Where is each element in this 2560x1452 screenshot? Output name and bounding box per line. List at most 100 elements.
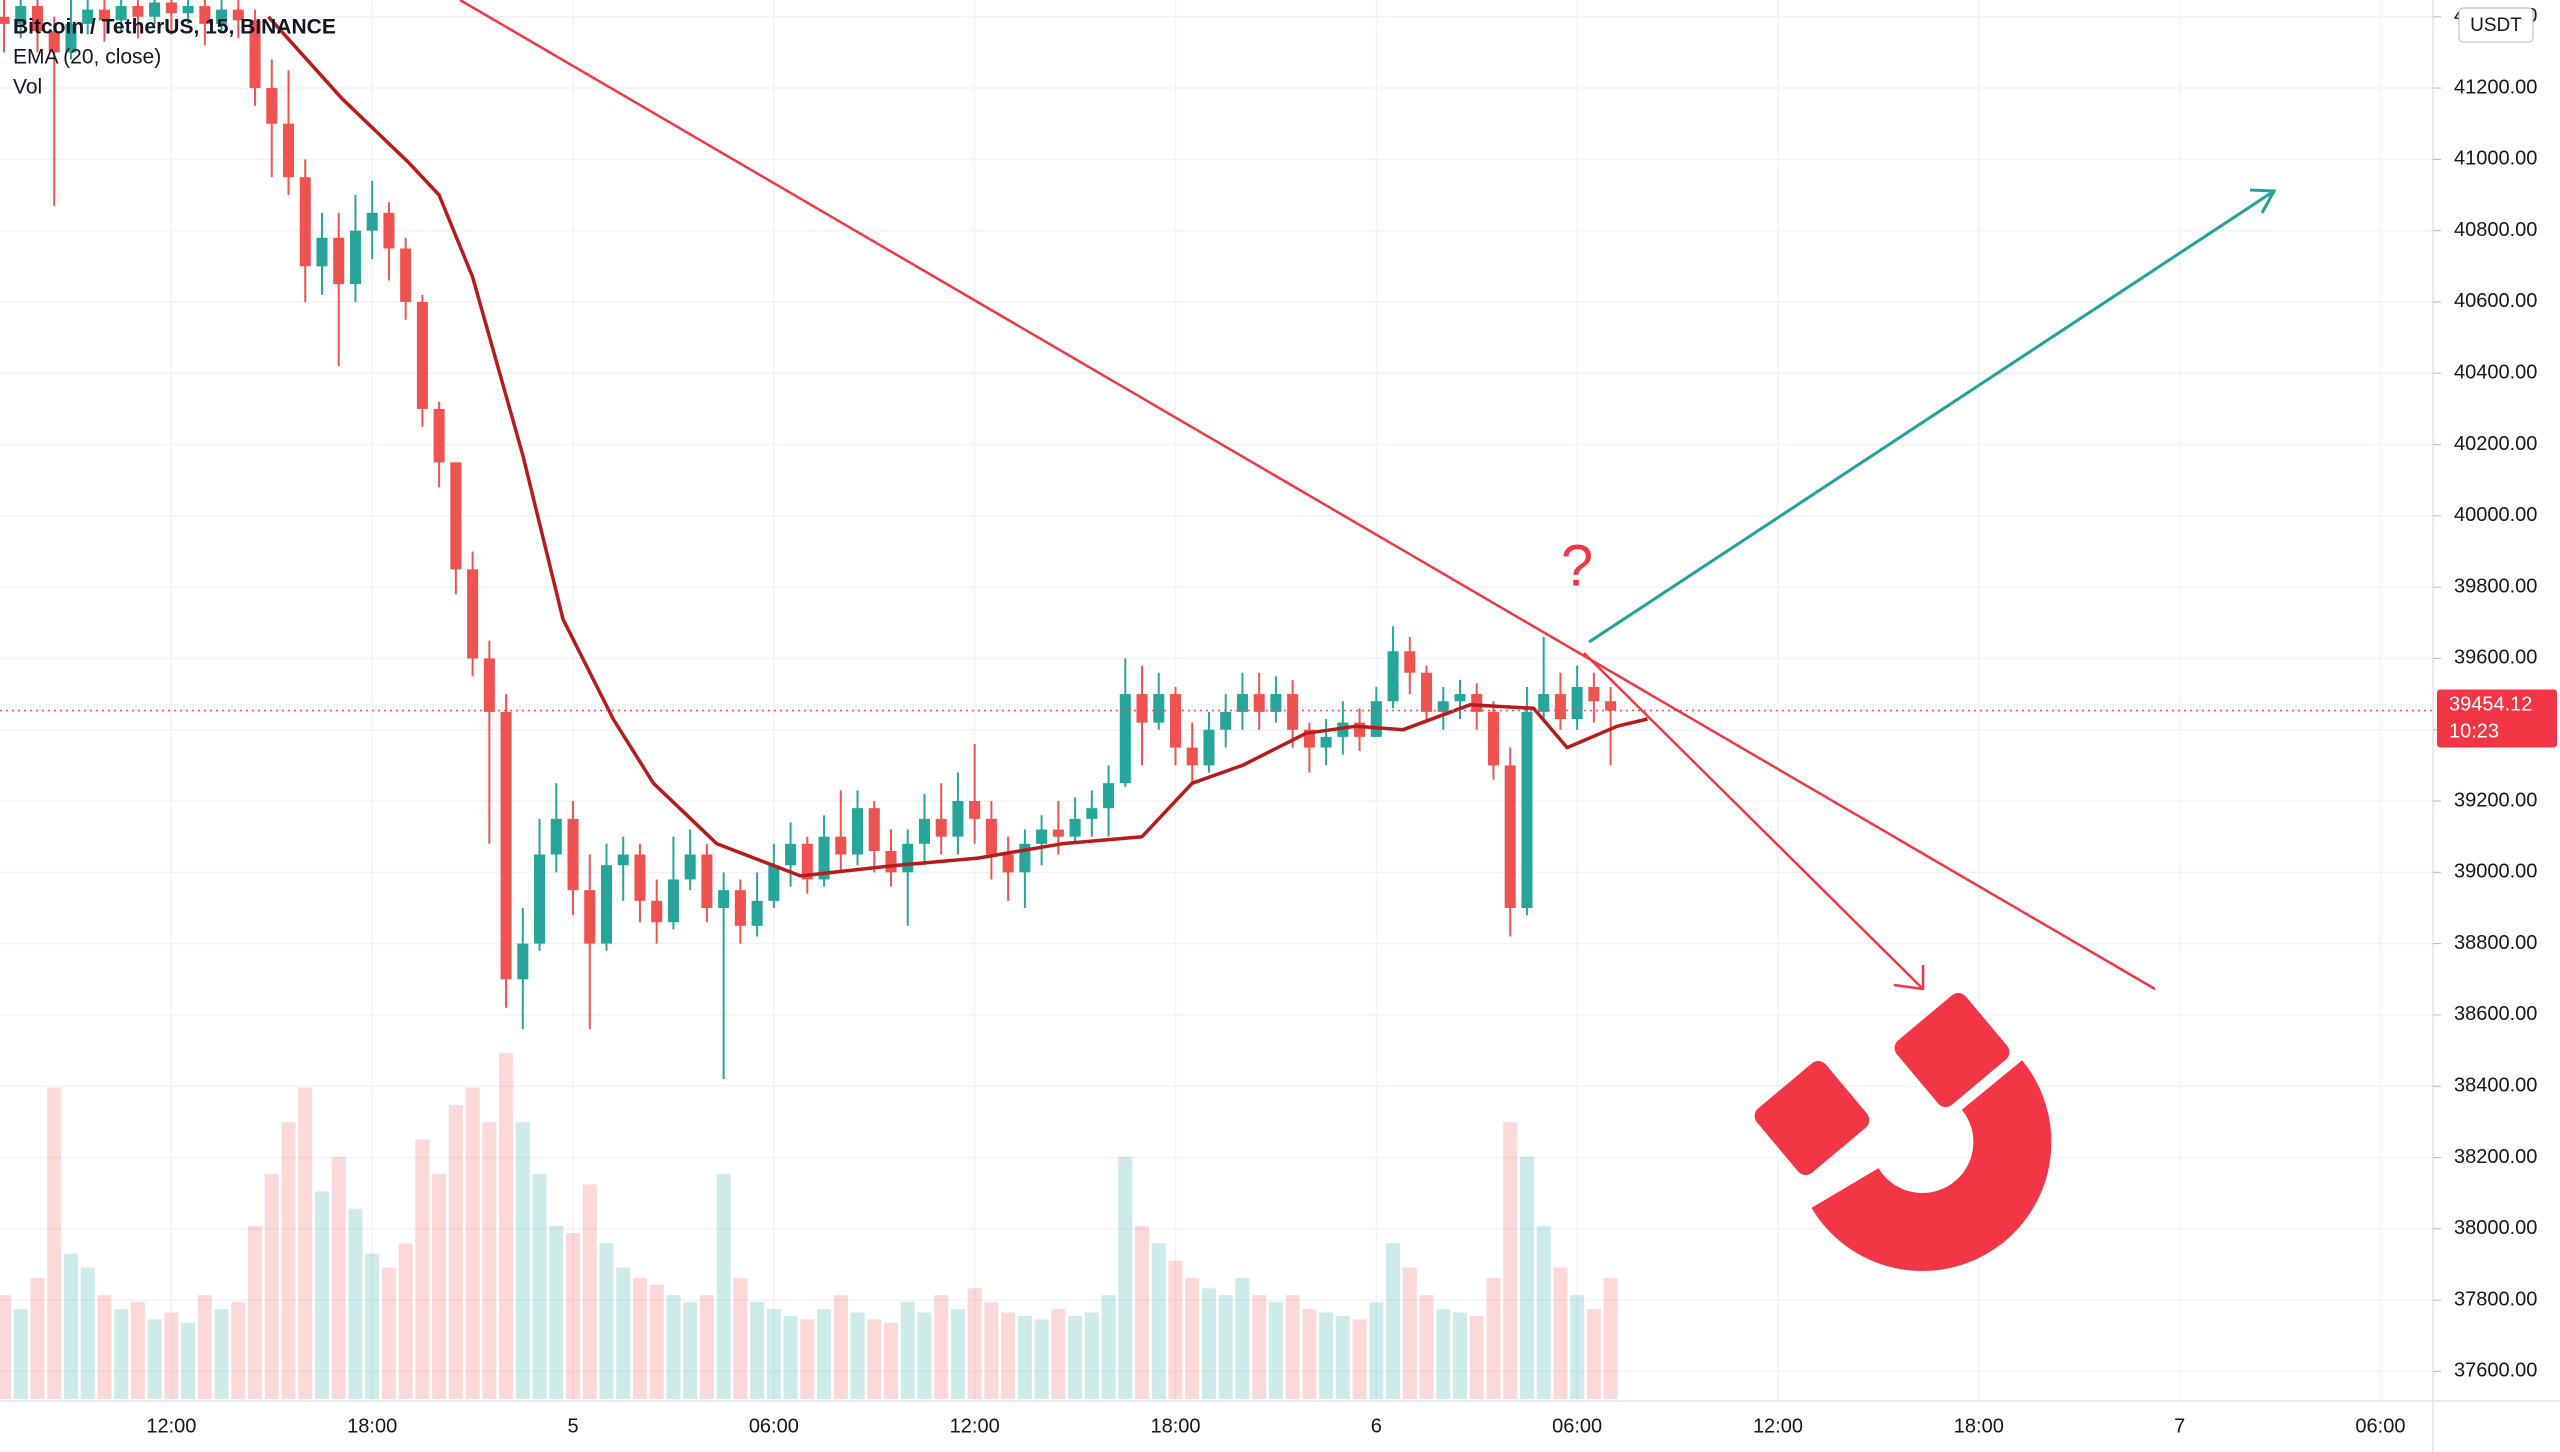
volume-bar	[867, 1319, 882, 1399]
volume-bar	[1419, 1295, 1434, 1399]
up-arrow-head	[2249, 188, 2277, 214]
y-tick-label: 38200.00	[2454, 1146, 2537, 1168]
volume-bar	[1452, 1312, 1468, 1399]
candle-body	[416, 301, 428, 409]
volume-bar	[13, 1309, 28, 1399]
candle-body	[1571, 686, 1583, 720]
x-tick-label: 06:00	[749, 1415, 799, 1437]
candle-body	[98, 9, 110, 21]
last-price-box	[2437, 689, 2557, 748]
y-tick-label: 41200.00	[2454, 76, 2537, 98]
y-tick-label: 37800.00	[2454, 1288, 2537, 1310]
candle-body	[684, 854, 696, 880]
volume-bar	[817, 1309, 832, 1399]
candle-body	[1437, 701, 1449, 712]
candle-body	[1287, 694, 1299, 730]
volume-bar	[264, 1174, 279, 1399]
volume-bar	[1218, 1295, 1233, 1399]
y-tick-label: 39000.00	[2454, 861, 2537, 883]
volume-bar	[1118, 1156, 1133, 1399]
volume-bar	[883, 1322, 899, 1399]
candle-body	[600, 865, 613, 944]
magnet-logo	[1754, 992, 2052, 1271]
x-tick-label: 18:00	[347, 1415, 397, 1437]
candle-body	[868, 808, 880, 851]
volume-bar	[181, 1322, 196, 1399]
volume-bar	[599, 1243, 614, 1399]
candle-body	[383, 212, 395, 249]
x-tick-label: 06:00	[1552, 1415, 1602, 1437]
volume-bar	[448, 1104, 463, 1399]
candle-body	[232, 9, 244, 21]
candle-body	[1086, 808, 1098, 819]
candle-body	[82, 9, 94, 24]
volume-bar	[565, 1232, 581, 1399]
candle-body	[1605, 701, 1617, 711]
candle-body	[467, 569, 479, 659]
volume-bar	[47, 1087, 62, 1399]
magnet-arc	[1811, 1060, 2052, 1271]
candle-body	[952, 801, 964, 837]
x-tick-label: 18:00	[1150, 1415, 1200, 1437]
volume-bar	[80, 1267, 95, 1399]
candle-body	[65, 23, 77, 53]
volume-bar	[632, 1277, 647, 1399]
y-tick-label: 40400.00	[2454, 362, 2537, 384]
volume-bar	[130, 1302, 145, 1399]
candle-body	[1153, 694, 1165, 723]
candle-body	[768, 865, 780, 901]
candle-body	[266, 88, 278, 124]
candle-body	[550, 818, 562, 855]
candle-body	[149, 2, 161, 17]
candle-body	[1002, 854, 1014, 873]
candle-body	[969, 801, 981, 819]
candle-body	[1504, 765, 1516, 908]
volume-bar	[984, 1302, 999, 1399]
volume-bar	[63, 1253, 78, 1399]
volume-bar	[97, 1295, 112, 1399]
volume-bar	[1252, 1295, 1267, 1399]
candle-body	[249, 20, 261, 89]
candle-body	[1320, 736, 1332, 748]
candle-body	[115, 6, 127, 21]
volume-bar	[1335, 1315, 1350, 1399]
candle-body	[1387, 651, 1399, 702]
volume-bar	[1235, 1277, 1250, 1399]
volume-bar	[348, 1208, 363, 1399]
currency-label[interactable]: USDT	[2470, 15, 2522, 36]
volume-bar	[783, 1315, 798, 1399]
candle-body	[1487, 711, 1499, 766]
candle-body	[734, 890, 746, 926]
candle-body	[835, 836, 847, 855]
volume-bar	[532, 1174, 547, 1399]
candle-body	[1454, 694, 1466, 702]
currency-box[interactable]	[2458, 7, 2534, 43]
volume-bar	[1017, 1315, 1032, 1399]
countdown-label: 10:23	[2449, 721, 2499, 743]
candle-body	[1069, 818, 1081, 837]
candle-body	[333, 237, 345, 285]
chart-title: Bitcoin / TetherUS, 15, BINANCE	[13, 16, 336, 39]
volume-bar	[0, 1295, 12, 1399]
candle-body	[667, 879, 679, 923]
volume-bar	[1536, 1226, 1551, 1399]
drawings	[459, 0, 2277, 1271]
volume-bar	[950, 1309, 965, 1399]
candle-body	[349, 230, 361, 285]
volume-bar	[1084, 1312, 1099, 1399]
down-arrow-head	[1893, 965, 1925, 991]
candle-body	[918, 818, 930, 844]
candle-body	[1253, 694, 1265, 712]
candle-body	[282, 123, 295, 178]
candle-body	[0, 16, 10, 24]
x-tick-label: 5	[567, 1415, 578, 1437]
volume-bar	[314, 1191, 330, 1399]
volume-bar	[1319, 1312, 1334, 1399]
candle-body	[500, 711, 512, 980]
candle-body	[199, 6, 211, 24]
candle-body	[1103, 783, 1115, 809]
volume-pane	[0, 1053, 1618, 1399]
volume-bar	[465, 1087, 480, 1399]
volume-bar	[1553, 1267, 1568, 1399]
volume-bar	[114, 1309, 129, 1399]
